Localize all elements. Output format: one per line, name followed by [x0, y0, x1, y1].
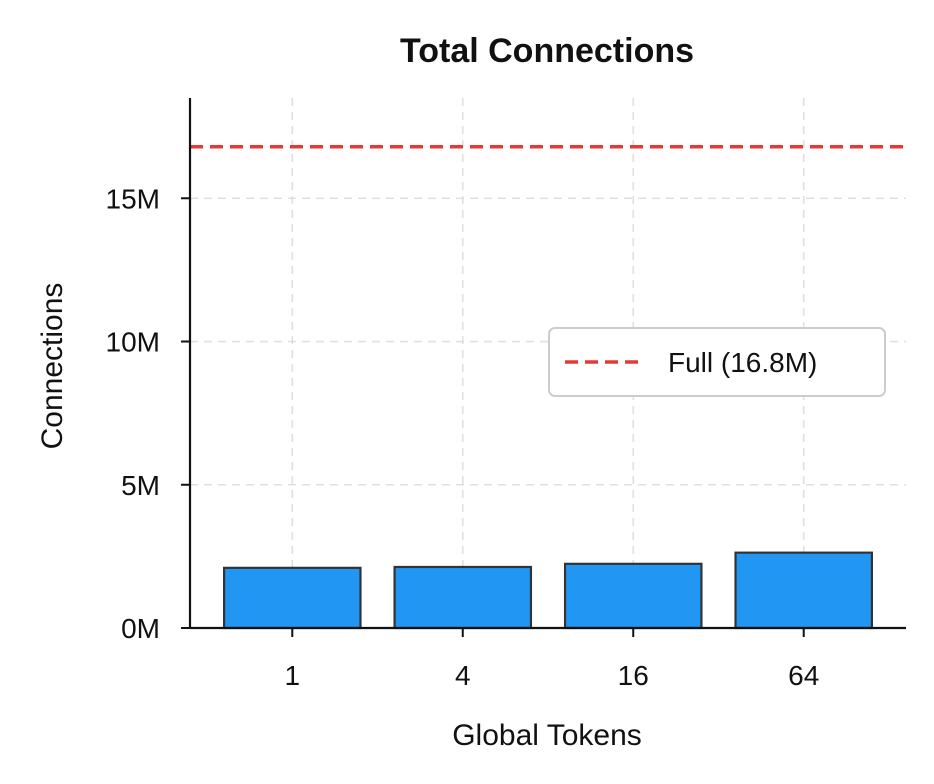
y-tick-label: 0M [121, 613, 160, 644]
bar-16 [563, 562, 703, 630]
x-tick-label: 16 [618, 660, 649, 691]
x-ticks: 1 4 16 64 [284, 628, 819, 691]
bar-64 [734, 551, 874, 630]
x-tick-label: 1 [284, 660, 300, 691]
chart-title: Total Connections [400, 32, 694, 70]
y-tick-label: 5M [121, 470, 160, 501]
bars-group [222, 551, 874, 630]
x-tick-label: 64 [788, 660, 819, 691]
y-axis-label: Connections [36, 283, 69, 450]
y-tick-label: 15M [106, 183, 160, 214]
legend-box [548, 327, 886, 397]
legend: Full (16.8M) [548, 327, 886, 397]
legend-label: Full (16.8M) [668, 347, 817, 378]
bar-1 [222, 566, 362, 630]
y-tick-label: 10M [106, 327, 160, 358]
x-tick-label: 4 [455, 660, 471, 691]
x-axis-label: Global Tokens [452, 719, 642, 752]
bar-4 [393, 565, 533, 630]
y-ticks: 0M 5M 10M 15M [106, 183, 190, 644]
